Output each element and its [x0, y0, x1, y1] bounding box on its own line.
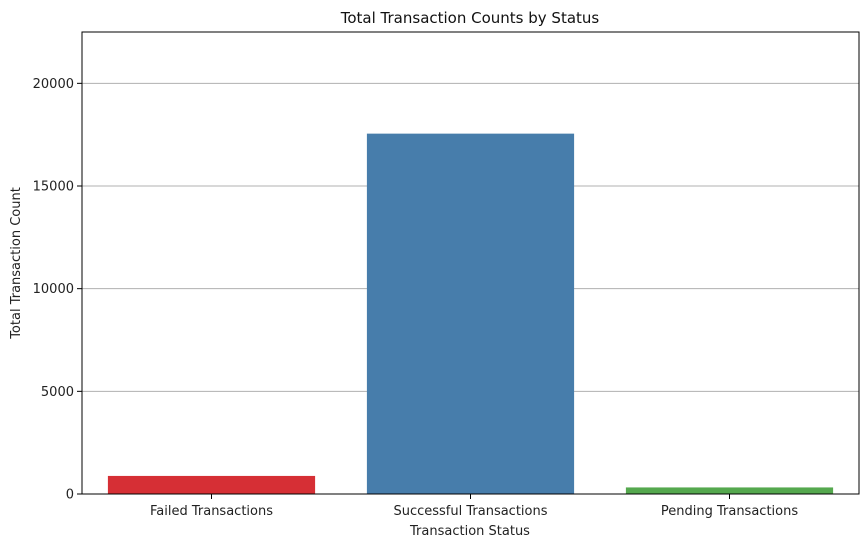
x-tick-label: Pending Transactions: [661, 504, 798, 519]
x-tick-label: Failed Transactions: [150, 504, 273, 519]
y-tick-label: 15000: [33, 180, 74, 195]
chart-title: Total Transaction Counts by Status: [340, 9, 600, 27]
y-tick-label: 10000: [33, 282, 74, 297]
y-tick-label: 5000: [41, 385, 74, 400]
x-axis-title: Transaction Status: [409, 524, 530, 539]
x-axis-ticks: Failed Transactions Successful Transactio…: [150, 494, 798, 519]
bar: [366, 133, 575, 494]
y-axis-title: Total Transaction Count: [9, 187, 24, 340]
y-axis-ticks: 0 5000 10000 15000 20000: [33, 77, 82, 503]
bar: [107, 475, 316, 494]
y-tick-label: 20000: [33, 77, 74, 92]
bars: [107, 133, 834, 494]
bar: [625, 487, 834, 494]
y-tick-label: 0: [66, 488, 74, 503]
x-tick-label: Successful Transactions: [393, 504, 547, 519]
